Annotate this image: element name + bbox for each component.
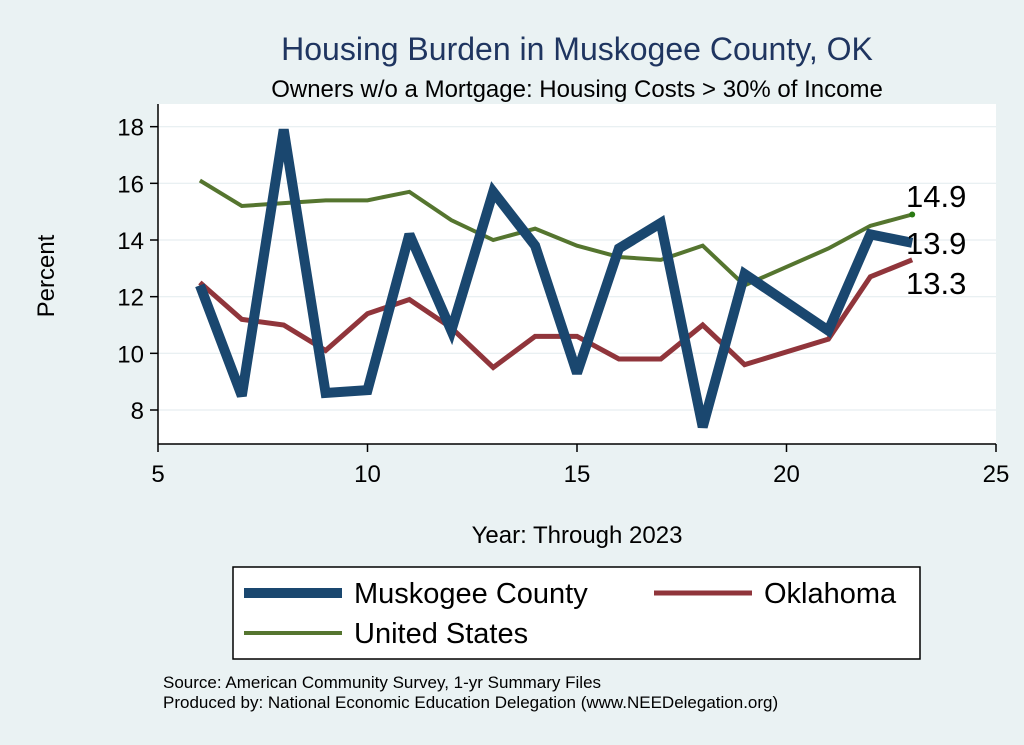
legend-box (232, 566, 921, 660)
legend-label: United States (354, 618, 528, 650)
legend-label: Oklahoma (764, 578, 897, 610)
y-axis-label: Percent (33, 234, 60, 317)
legend: Muskogee County Oklahoma United States (244, 578, 897, 650)
y-tick-label: 18 (117, 115, 144, 142)
us-end-marker (909, 211, 916, 218)
series-line-oklahoma (198, 257, 914, 371)
x-tick-label: 5 (151, 461, 164, 488)
end-label-oklahoma: 13.3 (906, 266, 966, 301)
y-tick-label: 14 (117, 228, 144, 255)
series-line-muskogee-county (195, 128, 914, 429)
x-tick-label: 10 (354, 461, 381, 488)
y-tick-label: 12 (117, 285, 144, 312)
x-axis-label: Year: Through 2023 (472, 522, 683, 549)
y-tick-label: 10 (117, 341, 144, 368)
end-label-united-states: 14.9 (906, 179, 966, 214)
producer-note: Produced by: National Economic Education… (163, 693, 778, 712)
y-tick-label: 8 (131, 398, 144, 425)
legend-label: Muskogee County (354, 578, 588, 610)
x-tick-label: 25 (983, 461, 1010, 488)
x-tick-label: 20 (773, 461, 800, 488)
series-lines (195, 128, 916, 429)
y-axis-ticks: 8 10 12 14 16 18 (117, 115, 158, 425)
chart-subtitle: Owners w/o a Mortgage: Housing Costs > 3… (271, 76, 883, 103)
chart-title: Housing Burden in Muskogee County, OK (281, 31, 873, 67)
series-line-united-states (198, 178, 913, 288)
end-labels: 14.9 13.9 13.3 (906, 179, 966, 301)
end-label-muskogee-county: 13.9 (906, 226, 966, 261)
x-axis-ticks: 5 10 15 20 25 (151, 444, 1009, 488)
x-tick-label: 15 (564, 461, 591, 488)
y-tick-label: 16 (117, 171, 144, 198)
source-note: Source: American Community Survey, 1-yr … (163, 673, 601, 692)
